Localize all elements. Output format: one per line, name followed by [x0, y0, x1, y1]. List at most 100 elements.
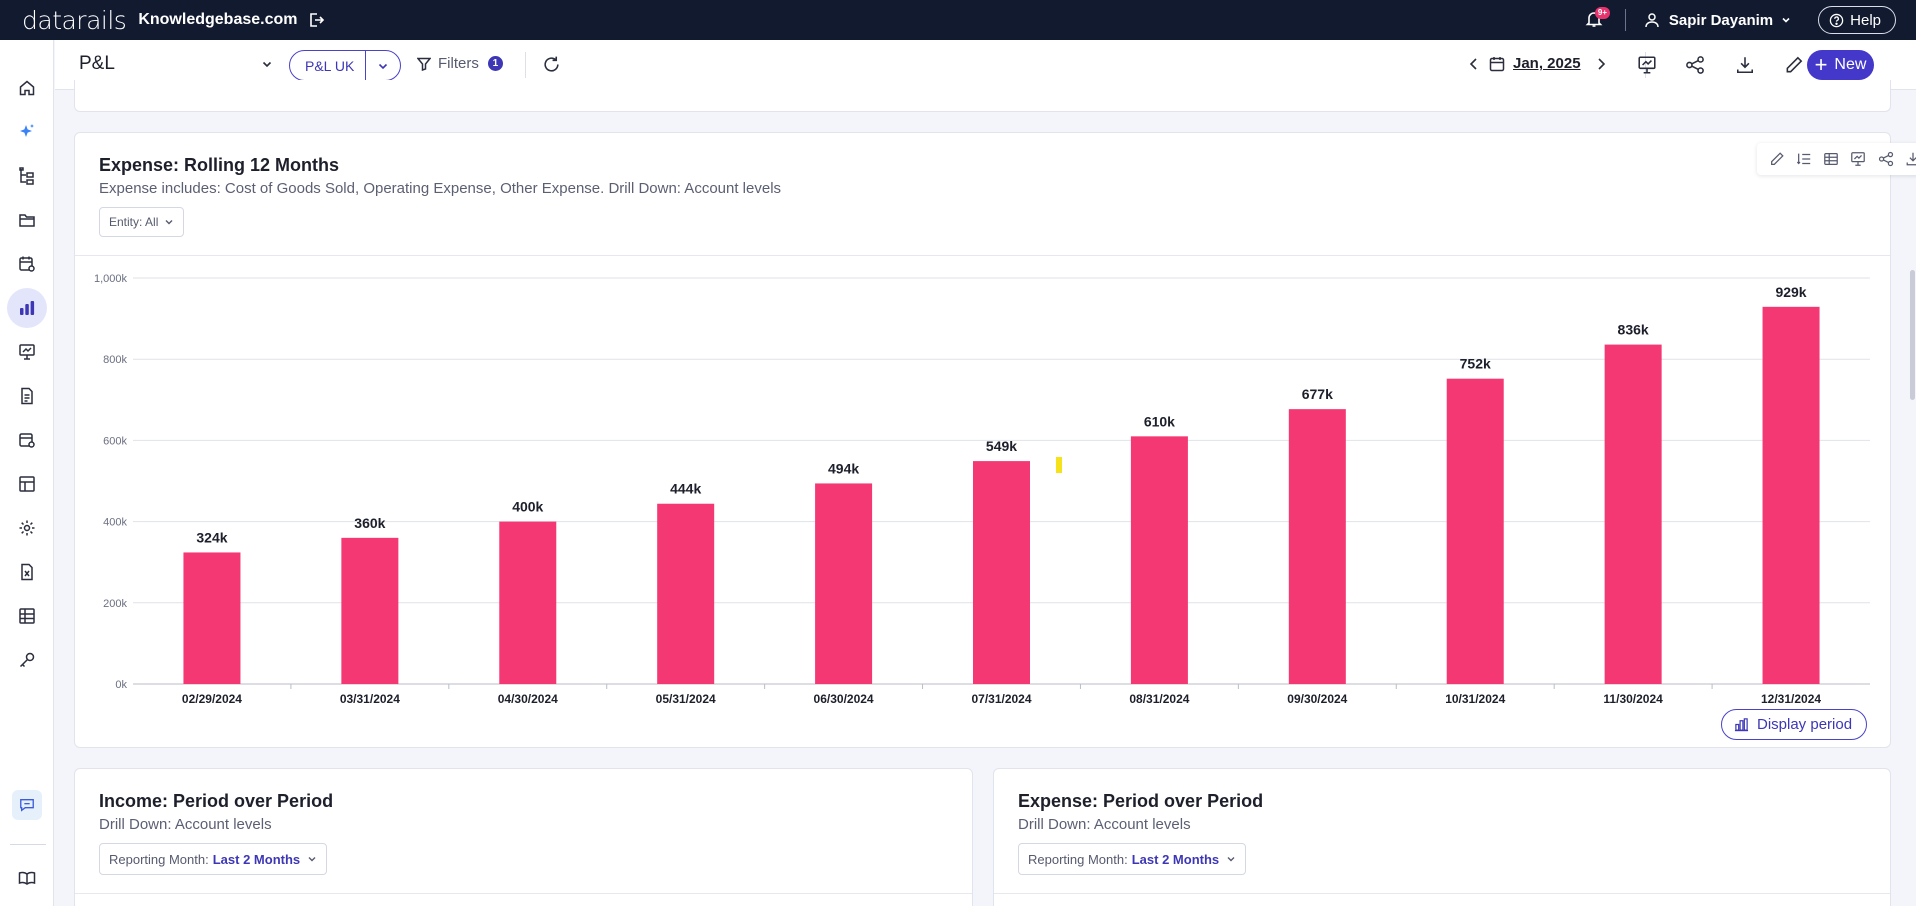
excel-file-icon[interactable] [13, 558, 41, 586]
chevron-left-icon[interactable] [1468, 57, 1480, 71]
chat-icon[interactable] [12, 790, 42, 820]
period-navigator: Jan, 2025 [1468, 55, 1607, 72]
bar [1446, 378, 1504, 684]
bar [183, 552, 241, 684]
bar-value-label: 400k [512, 499, 543, 515]
book-icon[interactable] [13, 864, 41, 892]
bar [1288, 409, 1346, 684]
bar-value-label: 549k [986, 438, 1017, 454]
view-dropdown-button[interactable] [366, 51, 400, 80]
x-tick-label: 06/30/2024 [814, 692, 874, 703]
bar [973, 461, 1030, 684]
bar-value-label: 836k [1618, 322, 1649, 338]
logout-icon[interactable] [307, 11, 325, 29]
user-icon [1645, 13, 1659, 28]
home-icon[interactable] [13, 74, 41, 102]
period-label[interactable]: Jan, 2025 [1513, 55, 1581, 72]
user-name: Sapir Dayanim [1668, 11, 1774, 29]
calendar-icon [1489, 56, 1505, 71]
notifications-bell[interactable]: 9+ [1585, 7, 1611, 30]
top-navbar: datarails Knowledgebase.com 9+ Sapir Day… [0, 0, 1916, 40]
expense-bar-chart: 0k 200k 400k 600k 800k 1,000k 324k 02/29/2024 36… [94, 273, 1870, 703]
card-divider [75, 255, 1890, 256]
download-icon[interactable] [1735, 55, 1755, 75]
card-title: Expense: Period over Period [1018, 791, 1264, 811]
presentation-icon[interactable] [13, 338, 41, 366]
x-tick-label: 04/30/2024 [498, 692, 558, 703]
x-tick-label: 09/30/2024 [1287, 692, 1347, 703]
card-toolbar [1757, 143, 1916, 175]
chevron-down-icon [165, 220, 173, 225]
site-name: Knowledgebase.com [138, 11, 298, 28]
help-label: Help [1850, 11, 1881, 29]
table-icon[interactable] [1823, 151, 1839, 167]
pencil-icon[interactable] [1769, 151, 1785, 167]
bar [1762, 306, 1820, 684]
user-menu[interactable]: Sapir Dayanim [1644, 12, 1800, 29]
bar [1130, 436, 1188, 684]
bar-value-label: 360k [354, 515, 385, 531]
reporting-month-value: Last 2 Months [1131, 851, 1220, 867]
sort-list-icon[interactable] [1796, 151, 1812, 167]
bar [657, 503, 715, 684]
display-period-label: Display period [1757, 716, 1853, 733]
table-layout-icon[interactable] [13, 470, 41, 498]
download-icon[interactable] [1905, 151, 1916, 167]
folder-icon[interactable] [13, 206, 41, 234]
filters-label: Filters [438, 55, 479, 72]
presentation-icon[interactable] [1850, 151, 1866, 167]
view-label[interactable]: P&L UK [290, 51, 367, 80]
bar-value-label: 444k [670, 481, 701, 497]
datarails-logo[interactable]: datarails [22, 5, 127, 35]
chevron-down-icon[interactable] [261, 58, 273, 70]
filters-button[interactable]: Filters 1 [417, 55, 503, 72]
hierarchy-icon[interactable] [13, 162, 41, 190]
card-subtitle: Drill Down: Account levels [99, 816, 272, 833]
chevron-down-icon [1227, 857, 1235, 862]
plus-icon: + [1814, 52, 1828, 77]
page-scrollbar[interactable] [1910, 270, 1915, 400]
reporting-month-value: Last 2 Months [212, 851, 301, 867]
new-label: New [1834, 56, 1867, 73]
display-period-button[interactable]: Display period [1721, 709, 1868, 740]
grid-table-icon[interactable] [13, 602, 41, 630]
entity-filter[interactable]: Entity: All [99, 207, 185, 237]
bar-grid-icon [1734, 718, 1749, 732]
x-tick-label: 02/29/2024 [182, 692, 242, 703]
sparkle-icon[interactable] [13, 118, 41, 146]
y-tick-label: 800k [103, 354, 127, 366]
settings-icon[interactable] [13, 514, 41, 542]
cursor-marker [1056, 457, 1062, 473]
previous-card [74, 80, 1891, 112]
x-tick-label: 11/30/2024 [1603, 692, 1663, 703]
reporting-month-filter[interactable]: Reporting Month: Last 2 Months [1018, 843, 1247, 875]
reporting-month-prefix: Reporting Month: [109, 851, 209, 867]
bar-value-label: 929k [1775, 284, 1806, 300]
x-tick-label: 05/31/2024 [656, 692, 716, 703]
bar-chart-icon[interactable] [7, 288, 47, 328]
chevron-right-icon[interactable] [1595, 57, 1607, 71]
refresh-icon[interactable] [542, 55, 561, 74]
view-selector[interactable]: P&L UK [289, 50, 402, 81]
help-button[interactable]: Help [1818, 6, 1896, 34]
share-icon[interactable] [1878, 151, 1894, 167]
new-button[interactable]: + New [1807, 50, 1874, 80]
chevron-down-icon [379, 63, 388, 69]
x-tick-label: 10/31/2024 [1445, 692, 1505, 703]
bar-value-label: 494k [828, 460, 859, 476]
card-divider [75, 893, 972, 894]
bar-value-label: 677k [1302, 386, 1333, 402]
pencil-icon[interactable] [1784, 55, 1804, 75]
question-circle-icon [1829, 13, 1844, 27]
card-title: Income: Period over Period [99, 791, 334, 811]
y-tick-label: 0k [115, 679, 127, 691]
report-gear-icon[interactable] [13, 426, 41, 454]
y-tick-label: 400k [103, 517, 127, 529]
calendar-gear-icon[interactable] [13, 250, 41, 278]
document-icon[interactable] [13, 382, 41, 410]
divider [525, 52, 526, 78]
share-icon[interactable] [1685, 55, 1705, 75]
reporting-month-filter[interactable]: Reporting Month: Last 2 Months [99, 843, 328, 875]
key-icon[interactable] [13, 646, 41, 674]
presentation-icon[interactable] [1637, 55, 1657, 75]
